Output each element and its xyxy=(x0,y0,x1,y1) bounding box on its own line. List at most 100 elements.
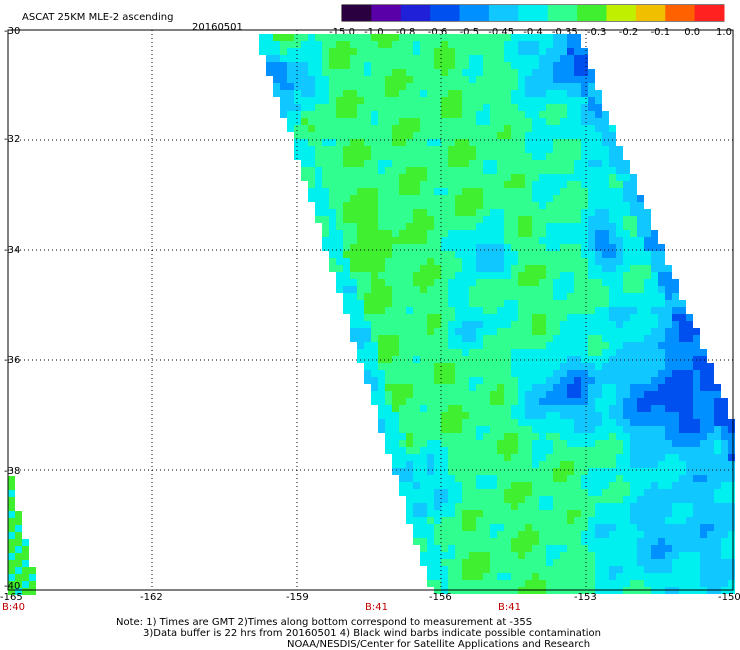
wind-pixel xyxy=(532,160,539,167)
wind-pixel xyxy=(546,328,553,335)
wind-pixel xyxy=(8,490,15,497)
wind-pixel xyxy=(420,461,427,468)
wind-pixel xyxy=(623,489,630,496)
wind-pixel xyxy=(546,552,553,559)
wind-pixel xyxy=(441,468,448,475)
wind-pixel xyxy=(385,202,392,209)
wind-pixel xyxy=(553,573,560,580)
wind-pixel xyxy=(490,62,497,69)
wind-pixel xyxy=(588,97,595,104)
wind-pixel xyxy=(546,545,553,552)
wind-pixel xyxy=(469,461,476,468)
wind-pixel xyxy=(399,272,406,279)
wind-pixel xyxy=(602,321,609,328)
wind-pixel xyxy=(539,244,546,251)
wind-pixel xyxy=(343,265,350,272)
wind-pixel xyxy=(637,503,644,510)
wind-pixel xyxy=(406,146,413,153)
wind-pixel xyxy=(581,146,588,153)
wind-pixel xyxy=(567,48,574,55)
wind-pixel xyxy=(448,258,455,265)
wind-pixel xyxy=(630,188,637,195)
wind-pixel xyxy=(462,230,469,237)
wind-pixel xyxy=(420,174,427,181)
wind-pixel xyxy=(420,111,427,118)
wind-pixel xyxy=(630,230,637,237)
wind-pixel xyxy=(686,454,693,461)
wind-pixel xyxy=(609,216,616,223)
wind-pixel xyxy=(630,328,637,335)
wind-pixel xyxy=(455,405,462,412)
wind-pixel xyxy=(441,272,448,279)
wind-pixel xyxy=(539,538,546,545)
wind-pixel xyxy=(595,426,602,433)
wind-pixel xyxy=(609,531,616,538)
wind-pixel xyxy=(490,496,497,503)
wind-pixel xyxy=(406,181,413,188)
wind-pixel xyxy=(581,286,588,293)
wind-pixel xyxy=(392,97,399,104)
wind-pixel xyxy=(469,433,476,440)
wind-pixel xyxy=(532,384,539,391)
wind-pixel xyxy=(567,545,574,552)
wind-pixel xyxy=(385,335,392,342)
wind-pixel xyxy=(469,48,476,55)
wind-pixel xyxy=(532,524,539,531)
wind-pixel xyxy=(623,251,630,258)
wind-pixel xyxy=(385,69,392,76)
wind-pixel xyxy=(469,69,476,76)
wind-pixel xyxy=(693,559,700,566)
wind-pixel xyxy=(602,566,609,573)
wind-pixel xyxy=(357,41,364,48)
wind-pixel xyxy=(350,132,357,139)
wind-pixel xyxy=(455,475,462,482)
wind-pixel xyxy=(399,377,406,384)
wind-pixel xyxy=(623,391,630,398)
wind-pixel xyxy=(441,538,448,545)
wind-pixel xyxy=(546,174,553,181)
wind-pixel xyxy=(665,265,672,272)
wind-pixel xyxy=(420,272,427,279)
wind-pixel xyxy=(294,118,301,125)
wind-pixel xyxy=(490,412,497,419)
wind-pixel xyxy=(679,461,686,468)
wind-pixel xyxy=(315,132,322,139)
wind-pixel xyxy=(588,405,595,412)
wind-pixel xyxy=(630,251,637,258)
wind-pixel xyxy=(525,335,532,342)
wind-pixel xyxy=(560,202,567,209)
wind-pixel xyxy=(630,391,637,398)
wind-pixel xyxy=(623,202,630,209)
wind-pixel xyxy=(609,244,616,251)
wind-pixel xyxy=(679,370,686,377)
wind-pixel xyxy=(665,580,672,587)
wind-pixel xyxy=(672,468,679,475)
wind-pixel xyxy=(490,55,497,62)
wind-pixel xyxy=(476,468,483,475)
wind-pixel xyxy=(392,251,399,258)
wind-pixel xyxy=(504,216,511,223)
wind-pixel xyxy=(420,279,427,286)
wind-pixel xyxy=(476,398,483,405)
wind-pixel xyxy=(455,293,462,300)
wind-pixel xyxy=(504,293,511,300)
wind-pixel xyxy=(483,34,490,41)
wind-pixel xyxy=(469,377,476,384)
wind-pixel xyxy=(616,461,623,468)
lat-label: -36 xyxy=(4,355,20,366)
wind-pixel xyxy=(385,314,392,321)
wind-pixel xyxy=(518,552,525,559)
lat-label: -34 xyxy=(4,245,20,256)
wind-pixel xyxy=(301,55,308,62)
wind-pixel xyxy=(546,496,553,503)
wind-pixel xyxy=(602,111,609,118)
wind-pixel xyxy=(490,510,497,517)
wind-pixel xyxy=(518,90,525,97)
wind-pixel xyxy=(504,517,511,524)
wind-pixel xyxy=(686,321,693,328)
wind-pixel xyxy=(616,335,623,342)
wind-pixel xyxy=(518,230,525,237)
wind-pixel xyxy=(455,524,462,531)
wind-pixel xyxy=(511,391,518,398)
wind-pixel xyxy=(448,398,455,405)
